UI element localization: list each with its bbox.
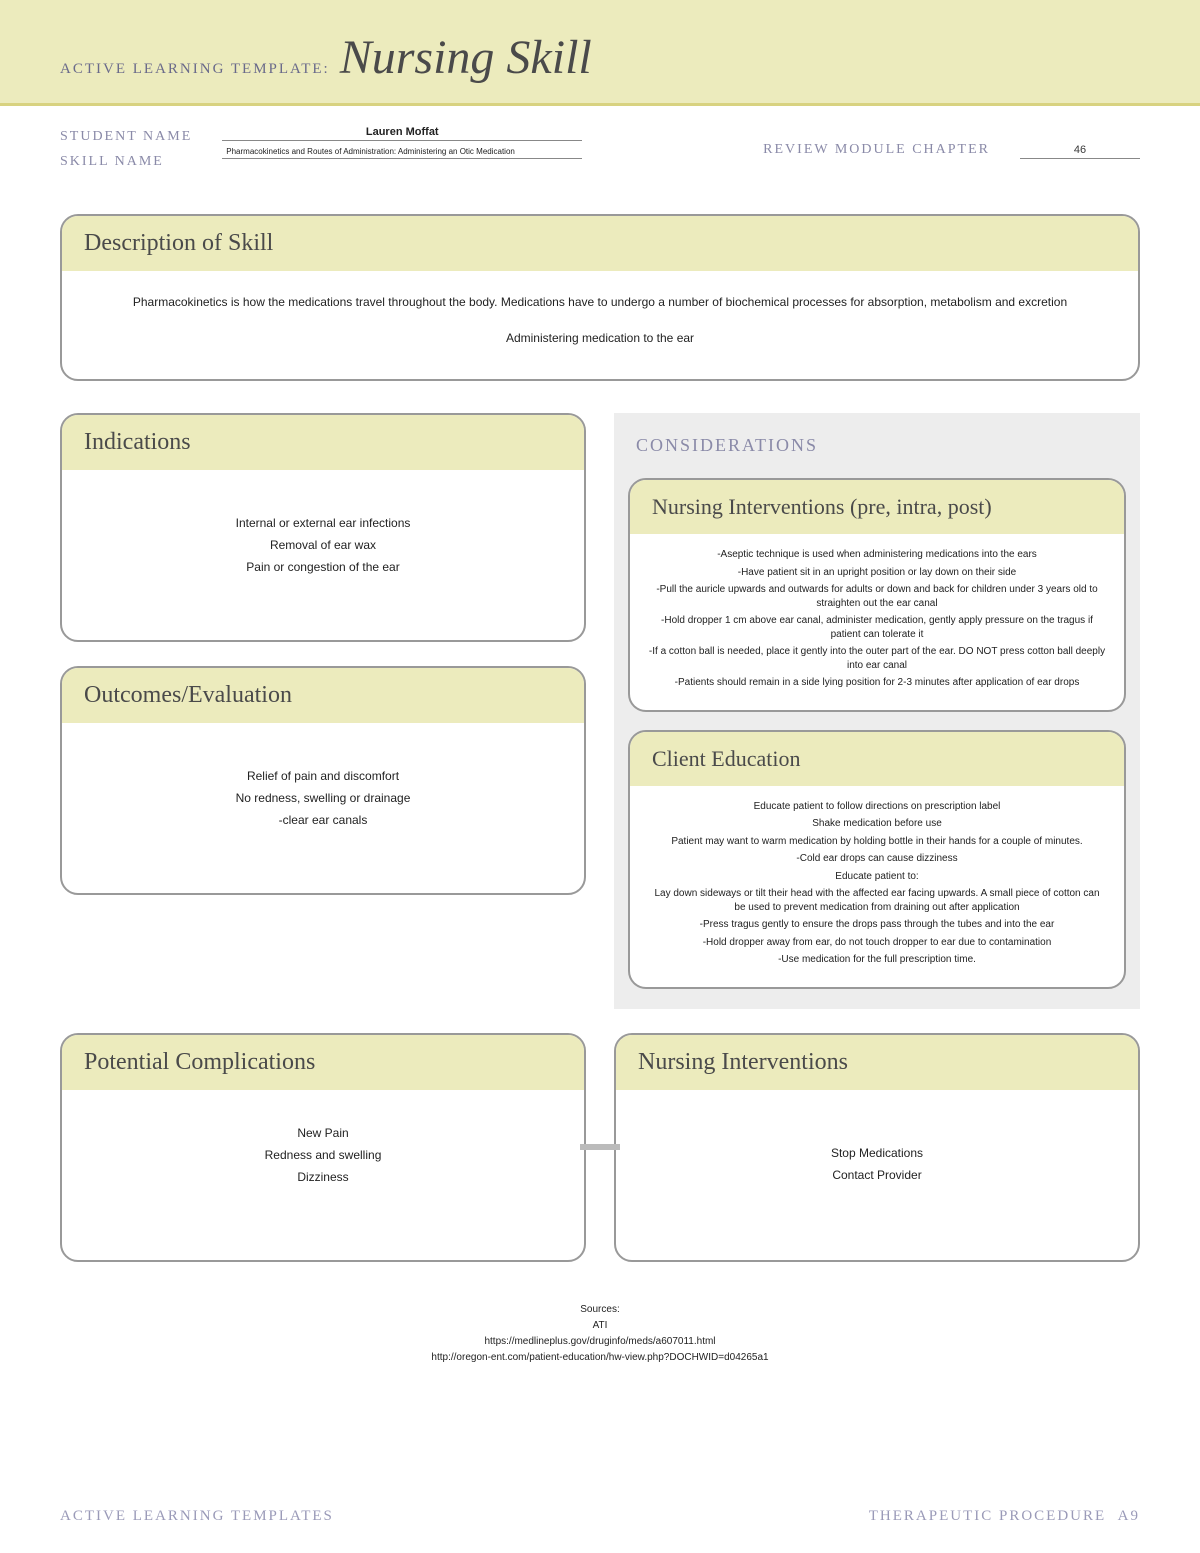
- indications-box: Indications Internal or external ear inf…: [60, 413, 586, 642]
- ce-l6: Lay down sideways or tilt their head wit…: [648, 887, 1106, 914]
- description-line2: Administering medication to the ear: [86, 329, 1114, 347]
- meta-row: STUDENT NAME SKILL NAME Lauren Moffat Ph…: [0, 106, 1200, 214]
- right-column: CONSIDERATIONS Nursing Interventions (pr…: [614, 413, 1140, 1033]
- indications-l3: Pain or congestion of the ear: [86, 558, 560, 576]
- outcomes-l3: -clear ear canals: [86, 811, 560, 829]
- sources-label: Sources:: [320, 1302, 880, 1318]
- ce-l4: -Cold ear drops can cause dizziness: [648, 852, 1106, 866]
- nursing-interventions-bottom-title: Nursing Interventions: [616, 1035, 1138, 1090]
- considerations-title: CONSIDERATIONS: [628, 413, 1126, 478]
- student-name-label: STUDENT NAME: [60, 124, 192, 149]
- two-column-row: Indications Internal or external ear inf…: [60, 413, 1140, 1033]
- pre-l1: -Aseptic technique is used when administ…: [648, 548, 1106, 562]
- pre-l4: -Hold dropper 1 cm above ear canal, admi…: [648, 614, 1106, 641]
- client-education-box: Client Education Educate patient to foll…: [628, 730, 1126, 989]
- sources-l2: https://medlineplus.gov/druginfo/meds/a6…: [320, 1334, 880, 1350]
- footer-left: ACTIVE LEARNING TEMPLATES: [60, 1508, 334, 1525]
- ce-l8: -Hold dropper away from ear, do not touc…: [648, 936, 1106, 950]
- pre-l6: -Patients should remain in a side lying …: [648, 676, 1106, 690]
- pre-l5: -If a cotton ball is needed, place it ge…: [648, 645, 1106, 672]
- description-box: Description of Skill Pharmacokinetics is…: [60, 214, 1140, 381]
- indications-title: Indications: [62, 415, 584, 470]
- description-body: Pharmacokinetics is how the medications …: [62, 271, 1138, 379]
- outcomes-title: Outcomes/Evaluation: [62, 668, 584, 723]
- comp-l3: Dizziness: [86, 1168, 560, 1186]
- content-area: Description of Skill Pharmacokinetics is…: [0, 214, 1200, 1366]
- chapter-value: 46: [1020, 142, 1140, 159]
- nursing-interventions-pre-title: Nursing Interventions (pre, intra, post): [630, 480, 1124, 534]
- template-label: ACTIVE LEARNING TEMPLATE:: [60, 61, 330, 77]
- connector-bar: [580, 1144, 620, 1150]
- description-line1: Pharmacokinetics is how the medications …: [86, 293, 1114, 311]
- pre-l3: -Pull the auricle upwards and outwards f…: [648, 583, 1106, 610]
- outcomes-box: Outcomes/Evaluation Relief of pain and d…: [60, 666, 586, 895]
- nursing-interventions-pre-box: Nursing Interventions (pre, intra, post)…: [628, 478, 1126, 712]
- ce-l9: -Use medication for the full prescriptio…: [648, 953, 1106, 967]
- ce-l5: Educate patient to:: [648, 870, 1106, 884]
- complications-title: Potential Complications: [62, 1035, 584, 1090]
- indications-l2: Removal of ear wax: [86, 536, 560, 554]
- outcomes-l2: No redness, swelling or drainage: [86, 789, 560, 807]
- sources-l1: ATI: [320, 1318, 880, 1334]
- footer-right: THERAPEUTIC PROCEDURE A9: [869, 1508, 1140, 1525]
- comp-l2: Redness and swelling: [86, 1146, 560, 1164]
- header-band: ACTIVE LEARNING TEMPLATE: Nursing Skill: [0, 0, 1200, 106]
- sources-l3: http://oregon-ent.com/patient-education/…: [320, 1350, 880, 1366]
- nib-l2: Contact Provider: [640, 1166, 1114, 1184]
- ce-l2: Shake medication before use: [648, 817, 1106, 831]
- review-module-label: REVIEW MODULE CHAPTER: [763, 124, 990, 158]
- complications-box: Potential Complications New Pain Redness…: [60, 1033, 586, 1262]
- indications-l1: Internal or external ear infections: [86, 514, 560, 532]
- outcomes-l1: Relief of pain and discomfort: [86, 767, 560, 785]
- nursing-interventions-bottom-body: Stop Medications Contact Provider: [616, 1090, 1138, 1258]
- meta-labels: STUDENT NAME SKILL NAME: [60, 124, 192, 174]
- meta-fields: Lauren Moffat Pharmacokinetics and Route…: [222, 124, 582, 163]
- pre-l2: -Have patient sit in an upright position…: [648, 566, 1106, 580]
- outcomes-body: Relief of pain and discomfort No redness…: [62, 723, 584, 893]
- client-education-title: Client Education: [630, 732, 1124, 786]
- nib-l1: Stop Medications: [640, 1144, 1114, 1162]
- nursing-interventions-pre-body: -Aseptic technique is used when administ…: [630, 534, 1124, 710]
- page-footer: ACTIVE LEARNING TEMPLATES THERAPEUTIC PR…: [60, 1508, 1140, 1525]
- ce-l7: -Press tragus gently to ensure the drops…: [648, 918, 1106, 932]
- sources-block: Sources: ATI https://medlineplus.gov/dru…: [320, 1302, 880, 1366]
- indications-body: Internal or external ear infections Remo…: [62, 470, 584, 640]
- skill-name-label: SKILL NAME: [60, 149, 192, 174]
- client-education-body: Educate patient to follow directions on …: [630, 786, 1124, 987]
- left-column: Indications Internal or external ear inf…: [60, 413, 586, 1033]
- skill-name-value: Pharmacokinetics and Routes of Administr…: [222, 145, 582, 159]
- template-title: Nursing Skill: [340, 31, 592, 84]
- page: ACTIVE LEARNING TEMPLATE: Nursing Skill …: [0, 0, 1200, 1553]
- bottom-row: Potential Complications New Pain Redness…: [60, 1033, 1140, 1262]
- considerations-wrap: CONSIDERATIONS Nursing Interventions (pr…: [614, 413, 1140, 1009]
- complications-body: New Pain Redness and swelling Dizziness: [62, 1090, 584, 1260]
- nursing-interventions-bottom-box: Nursing Interventions Stop Medications C…: [614, 1033, 1140, 1262]
- student-name-value: Lauren Moffat: [222, 124, 582, 141]
- ce-l3: Patient may want to warm medication by h…: [648, 835, 1106, 849]
- ce-l1: Educate patient to follow directions on …: [648, 800, 1106, 814]
- comp-l1: New Pain: [86, 1124, 560, 1142]
- description-title: Description of Skill: [62, 216, 1138, 271]
